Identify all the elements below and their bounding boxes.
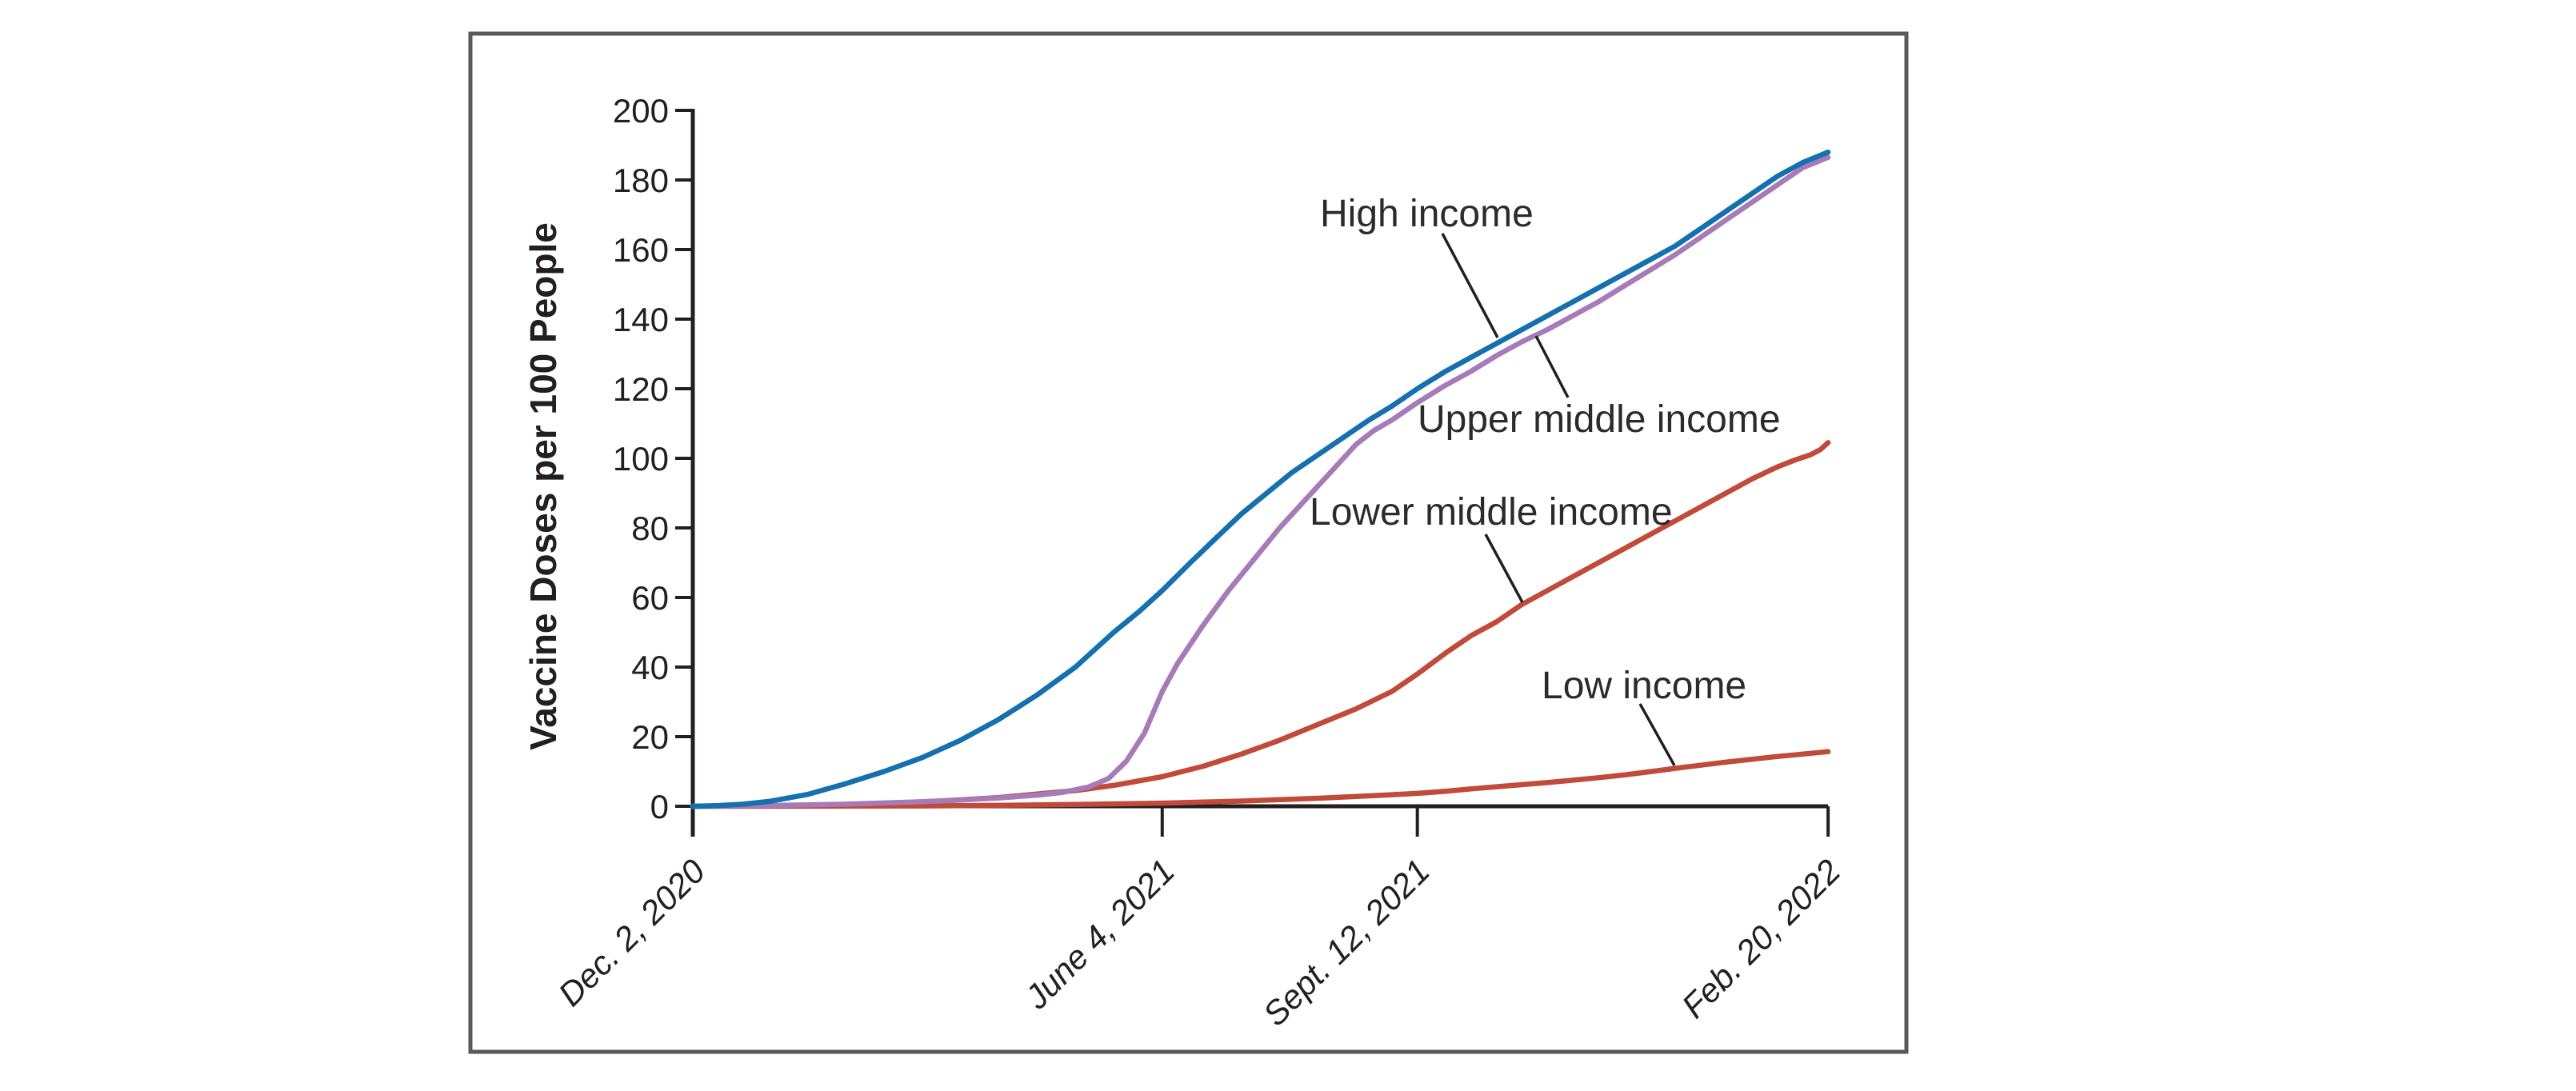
y-axis-tick-label: 40	[631, 649, 669, 686]
annotation-leader-low-income	[1638, 703, 1676, 766]
annotation-lower-middle-income: Lower middle income	[1310, 491, 1673, 534]
series-lines	[690, 149, 1831, 809]
y-axis-title: Vaccine Doses per 100 People	[522, 222, 564, 750]
x-axis-tick-label: June 4, 2021	[1017, 852, 1182, 1017]
axes	[690, 109, 1829, 837]
y-axis-tick-label: 20	[631, 718, 669, 756]
y-axis-tick-label: 80	[631, 510, 669, 547]
annotation-upper-middle-income: Upper middle income	[1418, 398, 1781, 441]
annotation-low-income: Low income	[1542, 665, 1746, 707]
series-annotations: High income Upper middle income Lower midd…	[1310, 193, 1781, 766]
y-axis-tick-label: 100	[613, 440, 669, 478]
y-axis-tick-label: 0	[650, 788, 669, 825]
x-axis-tick-label: Feb. 20, 2022	[1674, 852, 1848, 1025]
figure-border	[468, 31, 1909, 1054]
y-axis-ticks: 0 20 40 60 80 100 120 140 160 180 200	[613, 92, 693, 825]
y-axis-tick-label: 180	[613, 162, 669, 199]
y-axis-tick-label: 140	[613, 301, 669, 338]
annotation-leader-high-income	[1441, 233, 1499, 338]
y-axis-tick-label: 120	[613, 370, 669, 408]
x-axis-ticks: Dec. 2, 2020 June 4, 2021 Sept. 12, 2021 Fe…	[551, 806, 1848, 1033]
y-axis-tick-label: 200	[613, 92, 669, 130]
y-axis-tick-label: 160	[613, 231, 669, 269]
series-line-high-income	[690, 149, 1831, 809]
annotation-leader-upper-middle-income	[1534, 335, 1570, 398]
y-axis-tick-label: 60	[631, 579, 669, 617]
annotation-high-income: High income	[1320, 193, 1534, 235]
x-axis-tick-label: Dec. 2, 2020	[551, 852, 713, 1013]
series-line-upper-middle-income	[690, 154, 1831, 809]
x-axis-tick-label: Sept. 12, 2021	[1256, 852, 1437, 1033]
series-line-low-income	[690, 749, 1831, 809]
annotation-leader-lower-middle-income	[1484, 534, 1524, 603]
